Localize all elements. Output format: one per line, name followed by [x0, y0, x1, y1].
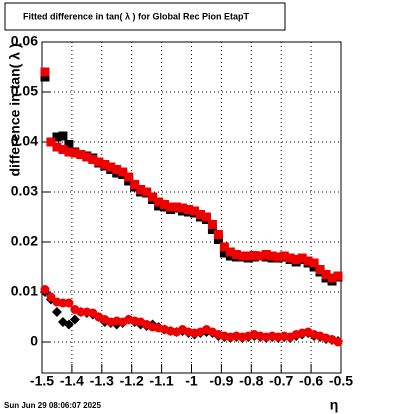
- y-tick-label: 0: [30, 333, 38, 349]
- marker: [219, 242, 229, 252]
- marker: [297, 253, 307, 263]
- marker: [172, 202, 182, 212]
- y-tick-label: 0.01: [11, 283, 38, 299]
- marker: [315, 265, 325, 274]
- marker: [148, 192, 158, 202]
- marker: [136, 185, 146, 194]
- y-tick-label: 0.03: [11, 183, 38, 199]
- marker: [219, 248, 229, 258]
- marker: [267, 251, 277, 261]
- marker: [201, 212, 211, 222]
- marker: [154, 197, 164, 207]
- marker: [58, 145, 68, 154]
- x-tick-label: -0.5: [329, 373, 353, 389]
- marker: [118, 167, 128, 177]
- marker: [69, 314, 80, 325]
- marker: [63, 319, 74, 330]
- marker: [40, 67, 50, 77]
- x-tick-label: -1.3: [90, 373, 114, 389]
- marker: [333, 271, 343, 281]
- marker: [160, 200, 170, 209]
- timestamp: Sun Jun 29 08:06:07 2025: [4, 401, 101, 410]
- marker: [40, 72, 50, 82]
- marker: [40, 285, 50, 294]
- marker: [273, 252, 283, 262]
- marker: [309, 258, 319, 268]
- marker: [195, 210, 205, 219]
- x-axis-label: η: [330, 397, 339, 413]
- x-tick-label: -0.8: [239, 373, 263, 389]
- marker: [142, 187, 152, 197]
- marker: [279, 251, 289, 261]
- chart-title: Fitted difference in tan( λ ) for Global…: [23, 11, 250, 21]
- marker: [64, 298, 74, 308]
- x-tick-label: -1: [185, 373, 198, 389]
- marker: [46, 137, 56, 147]
- marker: [213, 230, 223, 239]
- marker: [261, 250, 271, 259]
- marker: [76, 150, 86, 159]
- marker: [64, 140, 74, 149]
- marker: [52, 132, 62, 142]
- marker: [184, 205, 194, 214]
- plot-frame: [41, 41, 342, 374]
- marker: [285, 253, 295, 263]
- x-tick-label: -0.7: [269, 373, 293, 389]
- marker: [112, 165, 122, 174]
- marker: [237, 251, 247, 261]
- y-axis-label: difference in tan( λ ): [7, 43, 23, 176]
- y-tick-label: 0.05: [11, 83, 38, 99]
- marker: [124, 172, 134, 182]
- marker: [130, 180, 140, 189]
- x-tick-label: -0.6: [299, 373, 323, 389]
- title-box: [4, 2, 286, 31]
- marker: [333, 337, 343, 347]
- x-tick-label: -0.9: [209, 373, 233, 389]
- x-tick-label: -1.2: [120, 373, 144, 389]
- marker: [46, 292, 56, 302]
- marker: [88, 155, 98, 164]
- marker: [207, 220, 217, 229]
- marker: [255, 251, 265, 261]
- marker: [189, 206, 199, 216]
- marker: [52, 142, 62, 152]
- marker: [106, 162, 116, 172]
- marker: [231, 250, 241, 259]
- y-tick-label: 0.04: [11, 133, 38, 149]
- marker: [64, 147, 74, 157]
- marker: [321, 270, 331, 279]
- marker: [213, 235, 223, 244]
- y-tick-label: 0.06: [11, 33, 38, 49]
- x-tick-label: -1.1: [150, 373, 174, 389]
- marker: [207, 225, 217, 234]
- marker: [58, 131, 68, 141]
- marker: [243, 251, 253, 261]
- marker: [327, 273, 337, 283]
- marker: [51, 307, 62, 317]
- marker: [291, 255, 301, 264]
- marker: [166, 202, 176, 212]
- marker: [70, 148, 80, 158]
- marker: [225, 247, 235, 257]
- marker: [178, 203, 188, 213]
- marker: [303, 256, 313, 266]
- marker: [94, 157, 104, 167]
- marker: [82, 152, 92, 162]
- y-tick-label: 0.02: [11, 233, 38, 249]
- marker: [100, 160, 110, 169]
- x-tick-label: -1.5: [30, 373, 54, 389]
- x-tick-label: -1.4: [60, 373, 84, 389]
- marker: [249, 251, 259, 260]
